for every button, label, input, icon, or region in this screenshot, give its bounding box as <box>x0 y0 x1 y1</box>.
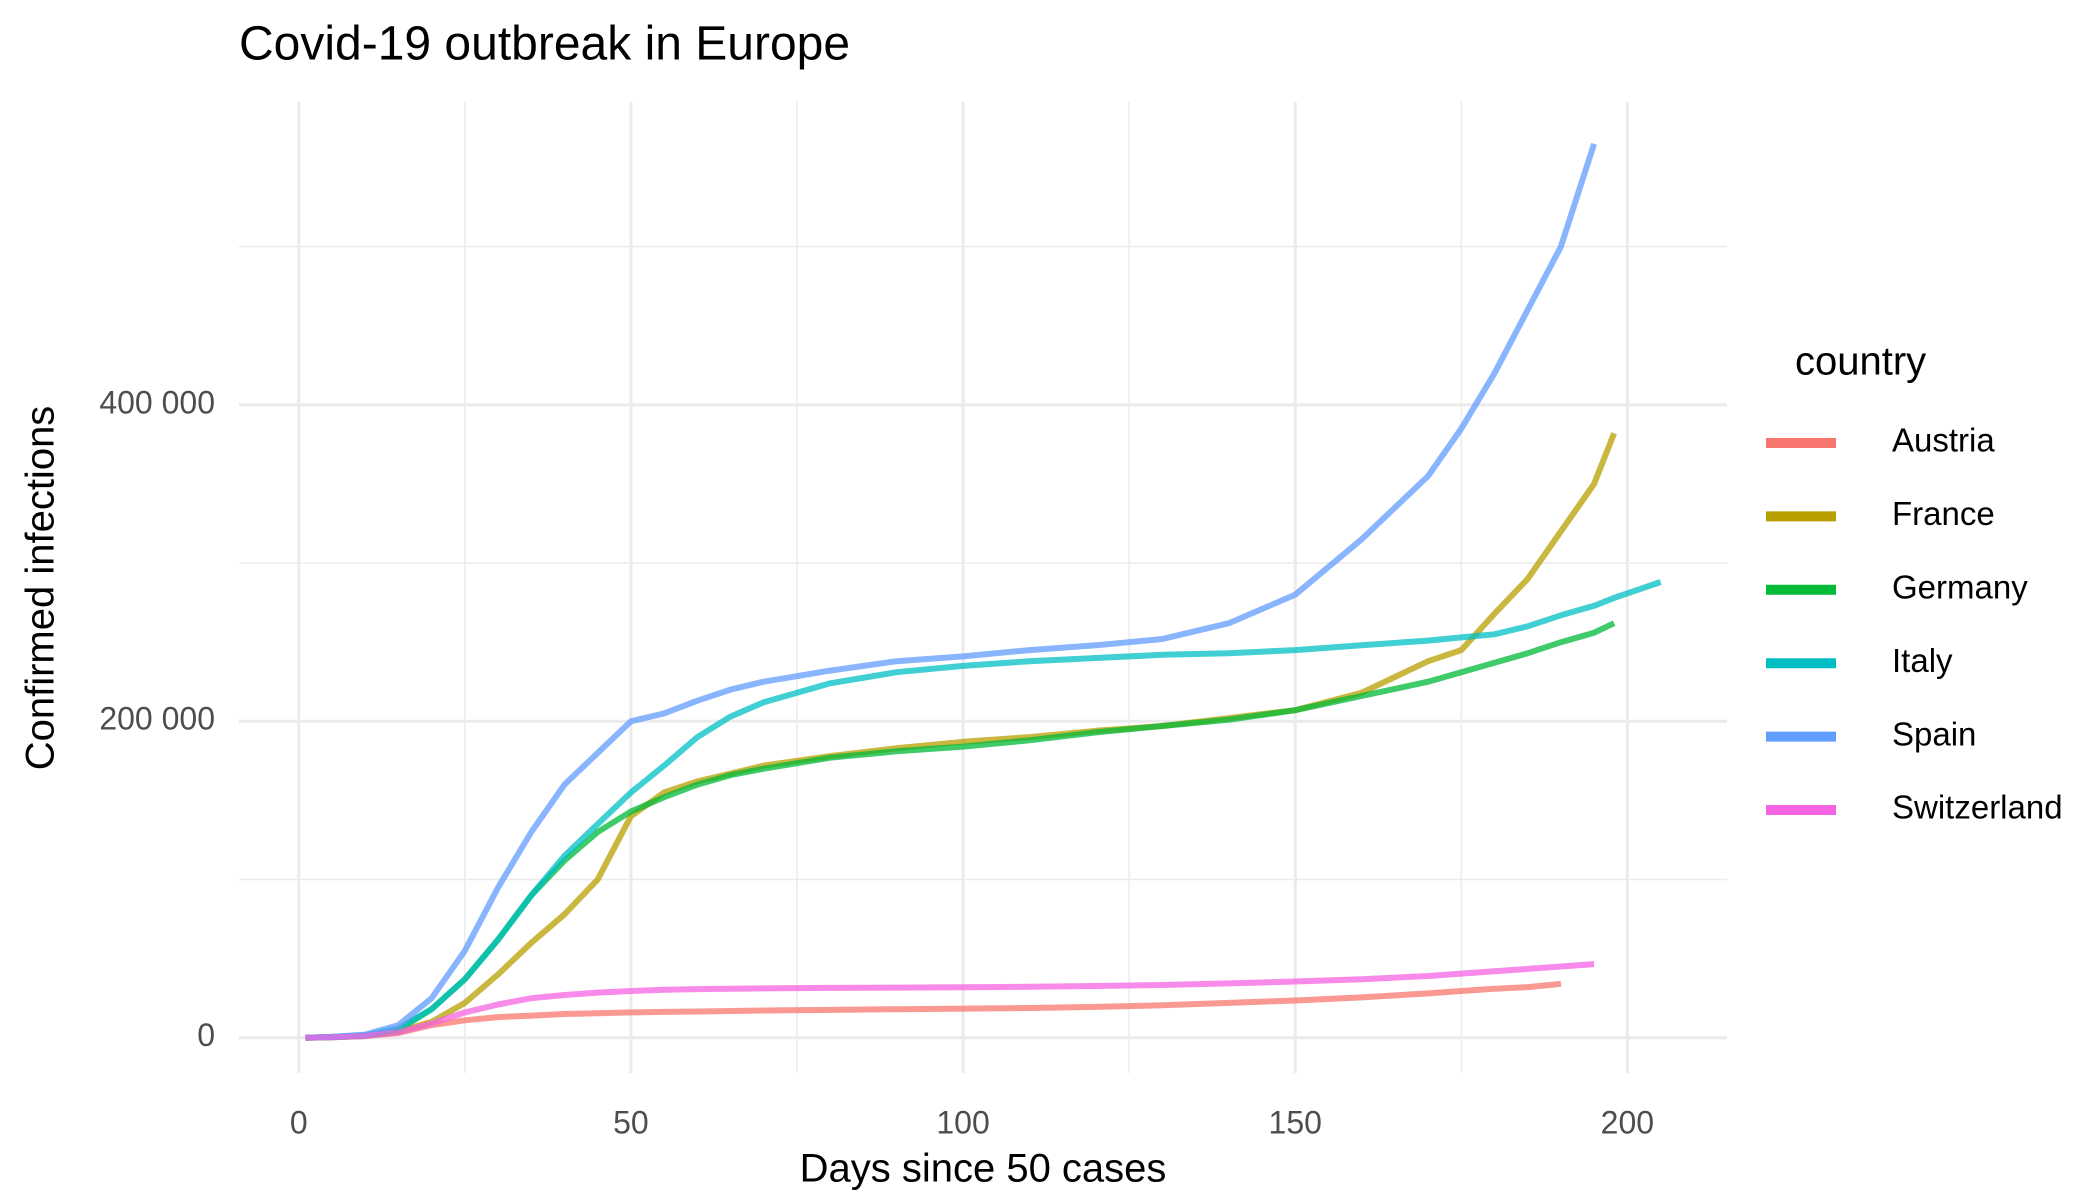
legend-label: Germany <box>1892 569 2028 606</box>
x-tick-label: 0 <box>290 1104 308 1140</box>
y-tick-label: 0 <box>197 1017 215 1053</box>
x-tick-label: 200 <box>1601 1104 1654 1140</box>
y-tick-label: 200 000 <box>99 701 215 737</box>
legend-title: country <box>1795 340 1926 384</box>
legend-label: Switzerland <box>1892 789 2063 826</box>
series-line <box>305 961 1595 1041</box>
legend-label: Austria <box>1892 422 1995 459</box>
series-line <box>305 142 1597 1041</box>
series-line <box>305 432 1617 1041</box>
y-axis-title: Confirmed infections <box>19 406 63 771</box>
x-axis-title: Days since 50 cases <box>800 1147 1167 1191</box>
legend-label: France <box>1892 495 1995 532</box>
x-tick-label: 150 <box>1269 1104 1322 1140</box>
chart-title: Covid-19 outbreak in Europe <box>239 18 850 71</box>
series-line <box>305 980 1562 1041</box>
x-tick-label: 100 <box>936 1104 989 1140</box>
legend-label: Spain <box>1892 715 1976 752</box>
legend-label: Italy <box>1892 642 1953 679</box>
series-line <box>305 579 1662 1041</box>
y-tick-label: 400 000 <box>99 384 215 420</box>
x-tick-label: 50 <box>613 1104 649 1140</box>
